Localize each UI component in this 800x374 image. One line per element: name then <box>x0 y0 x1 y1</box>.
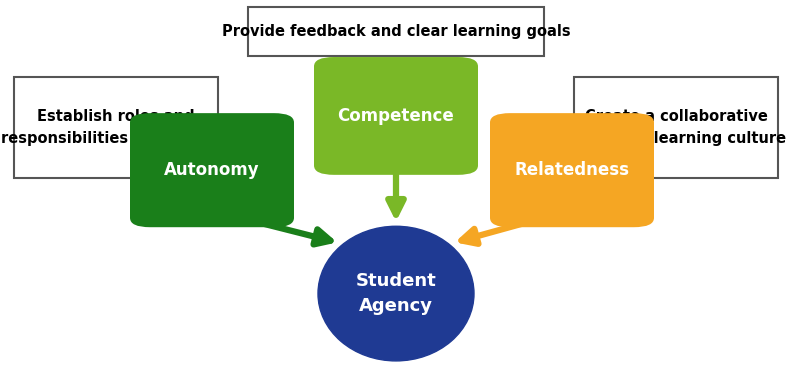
FancyBboxPatch shape <box>130 113 294 227</box>
Text: Student
Agency: Student Agency <box>356 272 436 315</box>
Text: Create a collaborative
classroom learning culture: Create a collaborative classroom learnin… <box>566 108 786 146</box>
FancyBboxPatch shape <box>490 113 654 227</box>
FancyBboxPatch shape <box>14 77 218 178</box>
Text: Establish roles and
responsibilities for learning: Establish roles and responsibilities for… <box>1 108 231 146</box>
Text: Competence: Competence <box>338 107 454 125</box>
FancyBboxPatch shape <box>314 57 478 175</box>
FancyBboxPatch shape <box>248 7 544 56</box>
FancyBboxPatch shape <box>574 77 778 178</box>
Ellipse shape <box>318 226 474 361</box>
Text: Autonomy: Autonomy <box>164 161 260 179</box>
Text: Provide feedback and clear learning goals: Provide feedback and clear learning goal… <box>222 24 570 39</box>
Text: Relatedness: Relatedness <box>514 161 630 179</box>
